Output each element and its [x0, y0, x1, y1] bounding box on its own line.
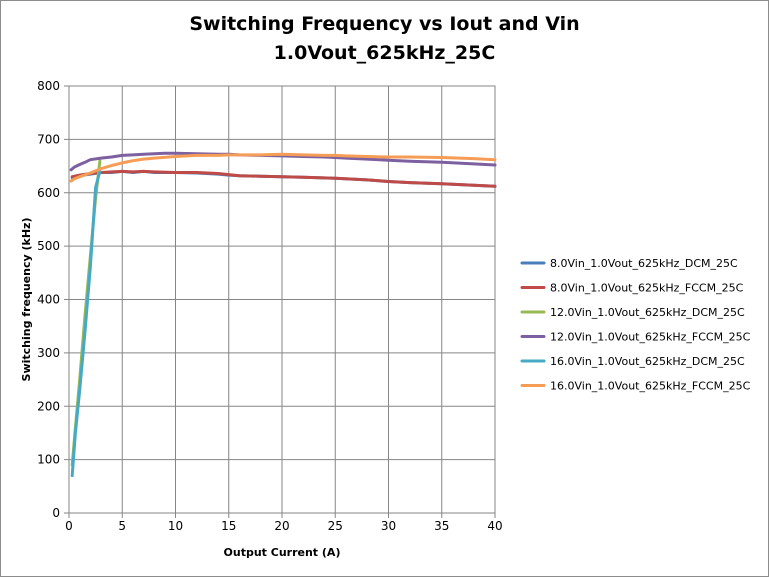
y-tick-label: 0 [52, 506, 60, 520]
x-tick-label: 5 [118, 519, 126, 533]
tick-label-layer: 0 100 200 300 400 500 600 700 800 0 5 10 15 20 25 30 35 4… [37, 79, 503, 533]
legend-label: 16.0Vin_1.0Vout_625kHz_FCCM_25C [550, 380, 751, 393]
legend-label: 12.0Vin_1.0Vout_625kHz_FCCM_25C [550, 331, 751, 344]
series-line-5 [70, 169, 102, 478]
series-layer [69, 151, 497, 478]
grid-layer [68, 85, 496, 514]
x-tick-label: 35 [434, 519, 449, 533]
legend-label: 8.0Vin_1.0Vout_625kHz_FCCM_25C [550, 282, 744, 295]
series-line-6 [69, 152, 497, 183]
y-tick-label: 600 [37, 186, 60, 200]
chart-title-line-2: 1.0Vout_625kHz_25C [273, 42, 496, 64]
legend-label: 12.0Vin_1.0Vout_625kHz_DCM_25C [550, 306, 745, 319]
chart-title-line-1: Switching Frequency vs Iout and Vin [189, 13, 580, 35]
x-axis-title: Output Current (A) [224, 546, 341, 559]
x-tick-label: 40 [487, 519, 502, 533]
y-tick-label: 800 [37, 79, 60, 93]
y-tick-label: 100 [37, 453, 60, 467]
y-tick-label: 500 [37, 239, 60, 253]
x-tick-label: 0 [65, 519, 73, 533]
legend: 8.0Vin_1.0Vout_625kHz_DCM_25C 8.0Vin_1.0V… [520, 257, 751, 393]
legend-label: 8.0Vin_1.0Vout_625kHz_DCM_25C [550, 257, 738, 270]
x-tick-label: 10 [168, 519, 183, 533]
x-tick-label: 20 [274, 519, 289, 533]
y-tick-label: 200 [37, 399, 60, 413]
legend-label: 16.0Vin_1.0Vout_625kHz_DCM_25C [550, 355, 745, 368]
x-tick-label: 30 [381, 519, 396, 533]
y-axis-title: Switching frequency (kHz) [20, 218, 33, 382]
x-tick-label: 15 [221, 519, 236, 533]
x-tick-label: 25 [328, 519, 343, 533]
y-tick-label: 300 [37, 346, 60, 360]
series-line-2 [70, 169, 497, 188]
y-tick-label: 700 [37, 132, 60, 146]
y-tick-label: 400 [37, 293, 60, 307]
